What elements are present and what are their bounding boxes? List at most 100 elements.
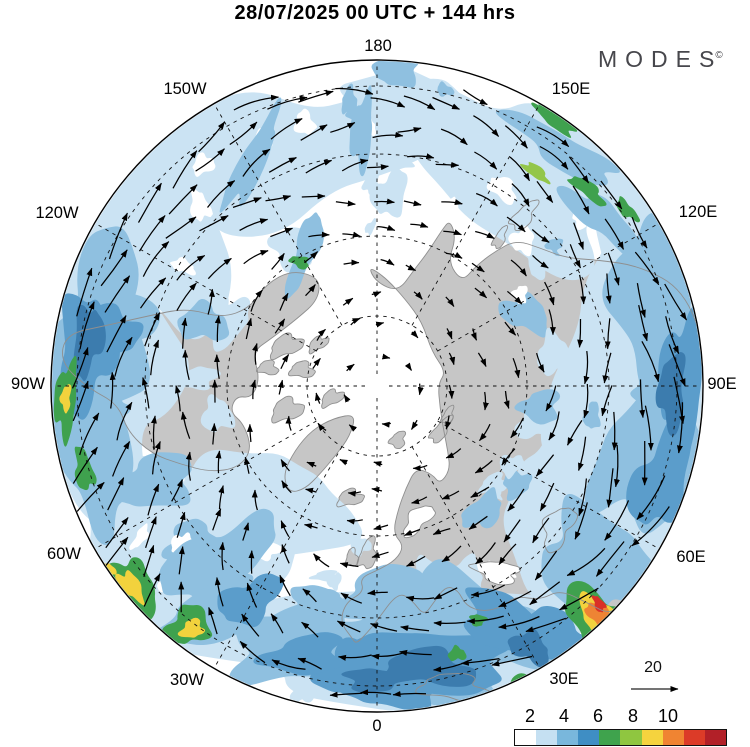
wind-arrow: [151, 441, 161, 475]
wind-arrow: [412, 464, 428, 472]
shading-hole: [190, 188, 213, 222]
wind-arrow: [251, 489, 258, 511]
coastline: [284, 415, 355, 492]
wind-arrow: [410, 221, 429, 228]
wind-arrow: [604, 318, 611, 350]
wind-arrow: [529, 581, 561, 606]
wind-arrow: [176, 511, 186, 538]
colorbar-tick-label: 10: [657, 706, 679, 726]
wind-arrow: [405, 595, 435, 602]
wind-arrow: [339, 562, 359, 568]
coastline: [403, 505, 436, 539]
wind-arrow: [150, 415, 157, 450]
wind-arrow: [79, 301, 95, 350]
wind-arrow: [381, 421, 391, 428]
meridian-line: [437, 420, 658, 549]
coastline: [271, 395, 306, 424]
wind-arrow: [212, 508, 222, 531]
wind-arrow: [280, 459, 290, 472]
wind-arrow: [305, 284, 316, 297]
wind-arrow: [109, 371, 116, 409]
wind-arrow: [165, 216, 197, 239]
colorbar-segment: [599, 730, 621, 745]
wind-arrow: [298, 90, 334, 103]
wind-arrow: [207, 288, 215, 315]
wind-arrow: [285, 415, 292, 431]
wind-arrow: [668, 344, 686, 387]
wind-arrow: [308, 231, 330, 238]
island: [336, 488, 365, 507]
wind-arrow: [404, 362, 413, 371]
wind-arrow: [512, 357, 521, 379]
wind-arrow: [441, 199, 463, 205]
wind-arrow: [304, 523, 318, 529]
wind-arrow: [548, 309, 556, 336]
shading-blob: [655, 351, 686, 437]
coastline: [468, 561, 522, 586]
wind-arrow: [644, 405, 654, 451]
shading-blob: [369, 166, 408, 218]
wind-arrow: [445, 448, 462, 459]
shading-blob: [450, 169, 475, 189]
shading-blob: [626, 418, 692, 525]
wind-arrow: [544, 281, 555, 306]
island: [288, 360, 316, 378]
wind-arrow: [498, 590, 532, 608]
wind-arrow: [631, 216, 648, 249]
shading-blob: [556, 246, 572, 264]
shading-blob: [308, 569, 342, 582]
wind-arrow: [367, 589, 388, 596]
wind-arrow: [474, 151, 498, 170]
shading-blob: [289, 673, 318, 705]
wind-arrow: [241, 613, 260, 637]
wind-arrow: [432, 527, 451, 536]
wind-arrow: [503, 519, 521, 543]
wind-arrow: [252, 343, 258, 365]
shading-blob: [498, 291, 547, 338]
wind-arrow: [545, 385, 557, 412]
wind-arrow: [370, 623, 398, 632]
wind-arrow: [566, 420, 583, 446]
shading-blob: [477, 471, 510, 494]
wind-arrow: [501, 448, 516, 466]
wind-arrow: [244, 456, 251, 474]
longitude-label: 30E: [549, 670, 578, 688]
wind-arrow: [141, 377, 150, 409]
wind-arrow: [176, 282, 197, 311]
wind-arrow: [343, 394, 351, 403]
meridian-line: [411, 446, 540, 667]
shading-blob: [616, 196, 641, 223]
wind-arrow: [242, 148, 271, 177]
wind-arrow: [503, 390, 510, 409]
shading-blob: [143, 142, 184, 194]
wind-arrow: [441, 545, 462, 563]
wind-arrow: [372, 131, 404, 139]
colorbar-tick-label: 6: [592, 706, 604, 726]
wind-arrow: [531, 229, 550, 243]
wind-arrow: [239, 218, 269, 231]
wind-arrow: [539, 482, 555, 512]
wind-arrow: [232, 197, 262, 208]
wind-arrow: [432, 96, 460, 110]
wind-arrow: [676, 402, 684, 454]
wind-arrow: [233, 94, 279, 111]
wind-arrow: [535, 352, 545, 373]
wind-arrow: [214, 315, 221, 343]
wind-arrow: [100, 249, 128, 287]
wind-arrow: [265, 195, 292, 202]
wind-arrow: [116, 401, 133, 441]
wind-arrow: [406, 555, 426, 567]
shading-hole: [486, 177, 517, 206]
coastline: [287, 360, 316, 378]
wind-arrow: [573, 222, 584, 250]
wind-arrow: [218, 485, 225, 510]
wind-arrow: [397, 127, 422, 133]
coastline: [356, 535, 378, 570]
wind-arrow: [403, 95, 436, 111]
wind-arrow: [448, 352, 456, 366]
wind-arrow: [246, 582, 258, 608]
wind-arrow: [405, 264, 417, 272]
wind-arrow: [466, 615, 504, 625]
shading-blob: [167, 366, 221, 391]
wind-arrow: [176, 254, 206, 281]
